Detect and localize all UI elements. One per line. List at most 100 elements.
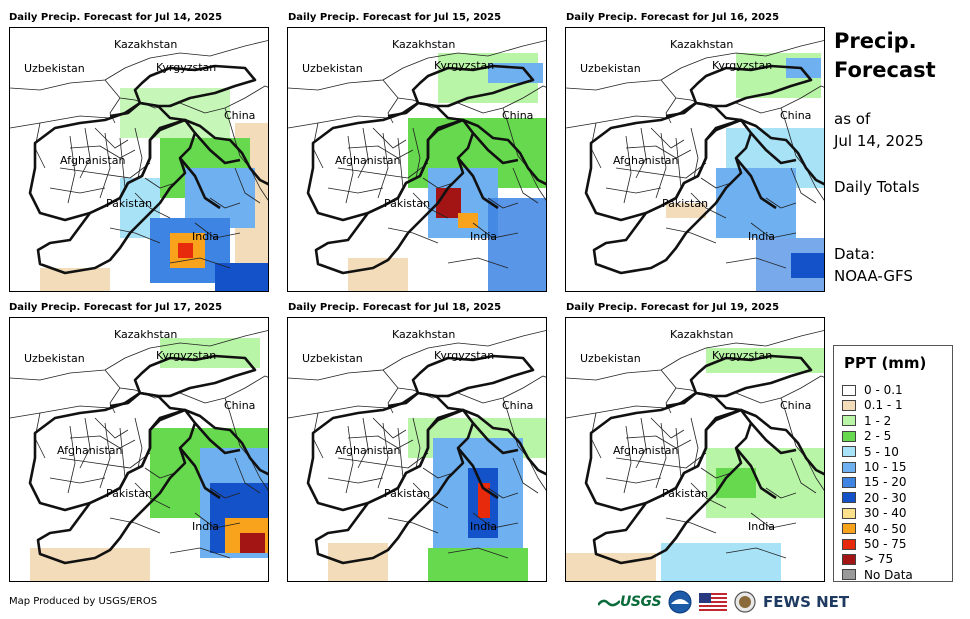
legend-label: 10 - 15: [864, 460, 907, 474]
label-pakistan: Pakistan: [662, 487, 709, 500]
label-india: India: [748, 520, 775, 533]
label-china: China: [780, 109, 812, 122]
legend-row: 1 - 2: [842, 413, 891, 429]
rain-heavy: [716, 168, 796, 238]
legend-row: 2 - 5: [842, 428, 891, 444]
legend-row: 40 - 50: [842, 521, 907, 537]
label-pakistan: Pakistan: [106, 197, 153, 210]
label-china: China: [502, 109, 534, 122]
legend-label: 1 - 2: [864, 413, 892, 428]
dry-patch: [666, 203, 706, 218]
noaa-logo-icon: [668, 590, 692, 614]
rain-intense: [791, 253, 824, 278]
precip-layer-1: [10, 38, 268, 291]
label-kyrgyzstan: Kyrgyzstan: [156, 349, 217, 362]
rain-east: [488, 198, 546, 291]
rain-light: [160, 338, 260, 368]
label-pakistan: Pakistan: [662, 197, 709, 210]
label-kyrgyzstan: Kyrgyzstan: [434, 349, 495, 362]
label-india: India: [470, 230, 497, 243]
legend-swatch: [842, 507, 856, 519]
label-uzbekistan: Uzbekistan: [580, 352, 641, 365]
legend-row: 0 - 0.1: [842, 382, 903, 398]
state-dept-seal-icon: [734, 591, 756, 613]
legend-row: 0.1 - 1: [842, 397, 903, 413]
usgs-logo: USGS: [596, 594, 662, 610]
legend-row: 10 - 15: [842, 459, 907, 475]
rain-orange: [458, 213, 478, 228]
legend-label: 0.1 - 1: [864, 398, 903, 413]
legend-row: No Data: [842, 567, 913, 583]
label-kyrgyzstan: Kyrgyzstan: [712, 59, 773, 72]
precip-layer-4: [10, 328, 268, 581]
legend-swatch: [842, 492, 856, 504]
label-uzbekistan: Uzbekistan: [24, 62, 85, 75]
legend-label: 50 - 75: [864, 537, 907, 551]
label-afghanistan: Afghanistan: [613, 444, 679, 457]
legend-label: 40 - 50: [864, 521, 907, 536]
precip-layer-5: [288, 328, 546, 581]
legend-title: PPT (mm): [844, 354, 927, 372]
label-kazakhstan: Kazakhstan: [114, 328, 178, 341]
sidebar-title-line2: Forecast: [834, 58, 936, 82]
rain-north: [786, 58, 821, 78]
label-afghanistan: Afghanistan: [60, 154, 126, 167]
rain-light-blue: [661, 543, 781, 581]
dry-south: [566, 553, 656, 581]
logo-strip: USGS FEWS NET: [596, 590, 849, 614]
asof-label: as of: [834, 110, 871, 128]
map-panel-3[interactable]: Kazakhstan Uzbekistan Kyrgyzstan China A…: [565, 27, 825, 292]
legend-swatch: [842, 446, 856, 458]
dry-south: [328, 543, 388, 581]
legend-swatch: [842, 476, 856, 488]
dry-south: [30, 548, 150, 581]
precip-layer-6: [566, 328, 824, 581]
label-kazakhstan: Kazakhstan: [670, 38, 734, 51]
panel-title-4: Daily Precip. Forecast for Jul 17, 2025: [9, 302, 223, 313]
map-panel-6[interactable]: Kazakhstan Uzbekistan Kyrgyzstan China A…: [565, 317, 825, 582]
label-pakistan: Pakistan: [384, 197, 431, 210]
usgs-wave-icon: [596, 599, 621, 607]
asof-date: Jul 14, 2025: [834, 132, 924, 150]
legend-row: 5 - 10: [842, 444, 899, 460]
label-pakistan: Pakistan: [384, 487, 431, 500]
label-kazakhstan: Kazakhstan: [670, 328, 734, 341]
data-value: NOAA-GFS: [834, 267, 913, 285]
legend-row: 30 - 40: [842, 505, 907, 521]
legend-row: 15 - 20: [842, 474, 907, 490]
asof-block: as of Jul 14, 2025: [834, 108, 924, 152]
legend-label: 30 - 40: [864, 506, 907, 521]
label-kazakhstan: Kazakhstan: [392, 328, 456, 341]
legend-swatch: [842, 399, 856, 411]
map-panel-1[interactable]: Kazakhstan Uzbekistan Kyrgyzstan China A…: [9, 27, 269, 292]
map-panel-2[interactable]: Kazakhstan Uzbekistan Kyrgyzstan China A…: [287, 27, 547, 292]
label-china: China: [780, 399, 812, 412]
label-india: India: [192, 520, 219, 533]
legend-swatch: [842, 553, 856, 565]
label-kazakhstan: Kazakhstan: [114, 38, 178, 51]
rain-extreme-core: [178, 243, 193, 258]
legend-label: 20 - 30: [864, 490, 907, 505]
panel-title-2: Daily Precip. Forecast for Jul 15, 2025: [288, 12, 502, 23]
rain-moderate: [428, 548, 528, 581]
legend-label: 2 - 5: [864, 429, 892, 444]
panel-title-6: Daily Precip. Forecast for Jul 19, 2025: [566, 302, 780, 313]
label-afghanistan: Afghanistan: [57, 444, 123, 457]
label-india: India: [748, 230, 775, 243]
label-china: China: [224, 109, 256, 122]
credit-text: Map Produced by USGS/EROS: [9, 596, 158, 607]
label-china: China: [502, 399, 534, 412]
label-uzbekistan: Uzbekistan: [302, 62, 363, 75]
label-kyrgyzstan: Kyrgyzstan: [156, 61, 217, 74]
legend-swatch: [842, 384, 856, 396]
label-pakistan: Pakistan: [106, 487, 153, 500]
label-uzbekistan: Uzbekistan: [580, 62, 641, 75]
map-panel-4[interactable]: Kazakhstan Uzbekistan Kyrgyzstan China A…: [9, 317, 269, 582]
label-india: India: [470, 520, 497, 533]
us-flag-icon: [699, 593, 728, 611]
legend-label: 15 - 20: [864, 475, 907, 490]
rain-north: [488, 63, 543, 83]
label-kyrgyzstan: Kyrgyzstan: [434, 59, 495, 72]
map-panel-5[interactable]: Kazakhstan Uzbekistan Kyrgyzstan China A…: [287, 317, 547, 582]
